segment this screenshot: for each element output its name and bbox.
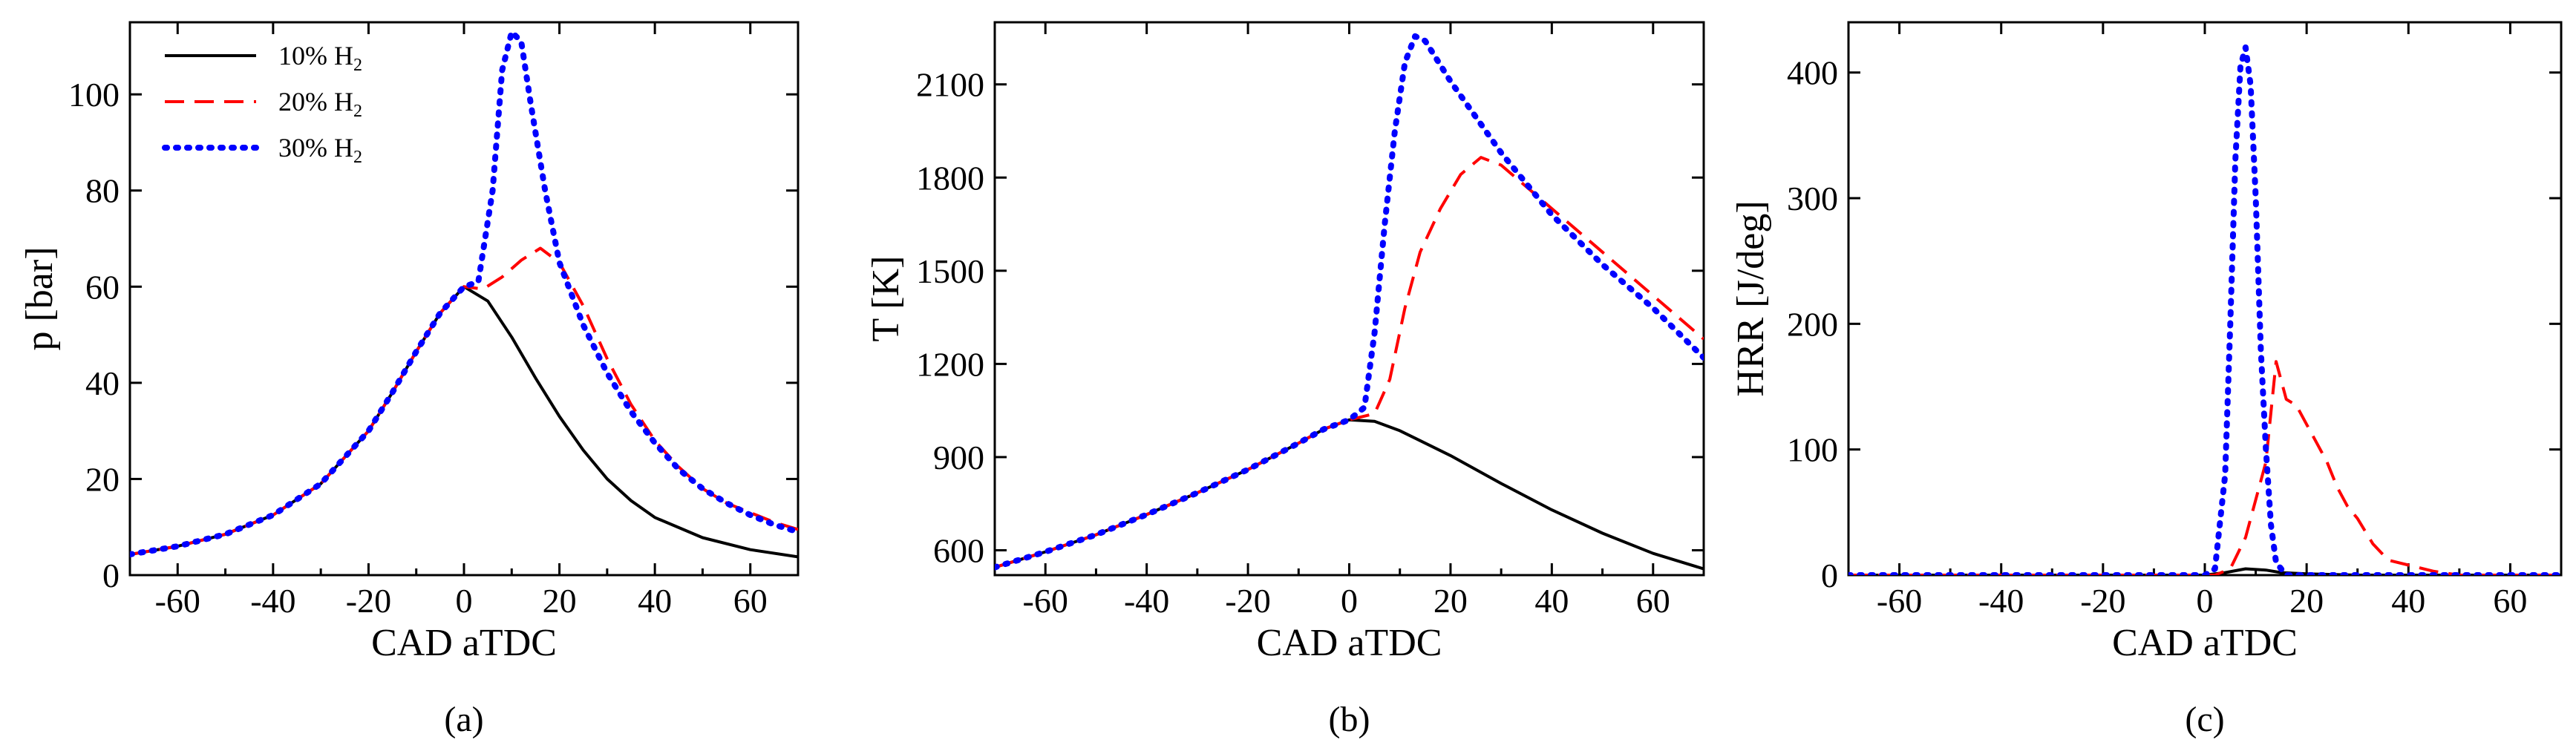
y-tick-label: 0	[1821, 557, 1838, 594]
plot-frame	[1847, 21, 2563, 577]
x-tick-label: -60	[1877, 582, 1922, 620]
chart-panel-3: -60 -40 -20 0 20 40 60 0 100 200 300 400 CAD aTDC HRR…	[1730, 21, 2563, 739]
legend: 10% H2 20% H2 30% H2	[162, 41, 362, 167]
y-axis-title: HRR [J/deg]	[1730, 200, 1772, 396]
panel-label: (a)	[444, 700, 483, 739]
legend-label: 30% H2	[278, 133, 362, 167]
x-tick-label: 0	[1341, 582, 1358, 620]
y-tick-label: 80	[85, 172, 120, 210]
chart-panel-2: -60 -40 -20 0 20 40 60 600 900 1200 1500 1800 2100 CA…	[865, 21, 1705, 739]
x-tick-label: 0	[2197, 582, 2214, 620]
x-axis-title: CAD aTDC	[371, 622, 557, 664]
panel-label: (b)	[1329, 700, 1370, 739]
x-tick-label: 60	[733, 582, 768, 620]
legend-label: 10% H2	[278, 41, 362, 75]
x-tick-label: -40	[250, 582, 295, 620]
x-tick-label: -40	[1124, 582, 1169, 620]
y-tick-label: 40	[85, 364, 120, 402]
y-tick-label: 20	[85, 460, 120, 498]
y-tick-label: 1800	[916, 159, 984, 197]
y-tick-label: 100	[68, 76, 120, 114]
y-tick-label: 600	[933, 532, 984, 570]
plot-frame	[993, 21, 1705, 577]
y-tick-label: 2100	[916, 66, 984, 104]
x-axis-title: CAD aTDC	[2112, 622, 2298, 664]
x-tick-label: 40	[1534, 582, 1569, 620]
series-line-dotted	[130, 29, 798, 558]
y-tick-label: 60	[85, 268, 120, 306]
plot-frame	[128, 21, 800, 577]
x-tick-label: -60	[155, 582, 200, 620]
x-tick-label: 60	[2493, 582, 2527, 620]
x-tick-label: 40	[638, 582, 672, 620]
series-group	[1848, 44, 2561, 575]
series-line-solid	[130, 285, 798, 559]
x-tick-label: -20	[1225, 582, 1270, 620]
panel-label: (c)	[2185, 700, 2224, 739]
x-tick-label: -20	[2080, 582, 2125, 620]
series-line-dashed	[130, 246, 798, 557]
x-tick-label: 60	[1636, 582, 1670, 620]
x-axis-title: CAD aTDC	[1257, 622, 1442, 664]
y-tick-label: 900	[933, 439, 984, 476]
x-tick-label: 0	[456, 582, 473, 620]
y-tick-label: 300	[1787, 180, 1838, 217]
series-line-dashed	[1848, 360, 2561, 575]
series-group	[995, 33, 1704, 571]
y-axis-title: T [K]	[865, 255, 907, 341]
y-tick-label: 100	[1787, 431, 1838, 469]
y-tick-label: 1200	[916, 345, 984, 383]
y-axis-title: p [bar]	[19, 246, 61, 350]
x-tick-label: 20	[543, 582, 577, 620]
y-tick-label: 1500	[916, 252, 984, 290]
series-line-dotted	[995, 33, 1704, 571]
series-line-dotted	[1848, 44, 2561, 575]
x-tick-label: 20	[2289, 582, 2324, 620]
y-tick-label: 400	[1787, 54, 1838, 92]
x-tick-label: 40	[2391, 582, 2425, 620]
x-tick-label: -20	[346, 582, 391, 620]
series-line-solid	[995, 418, 1704, 571]
series-line-dashed	[995, 156, 1704, 569]
chart-panel-1: -60 -40 -20 0 20 40 60 0 20 40 60 80 100 CAD aTDC p [b…	[19, 21, 800, 739]
x-tick-label: -60	[1023, 582, 1068, 620]
y-tick-label: 0	[102, 557, 120, 594]
series-group	[130, 29, 798, 559]
x-tick-label: -40	[1978, 582, 2024, 620]
y-tick-label: 200	[1787, 305, 1838, 343]
x-tick-label: 20	[1434, 582, 1468, 620]
legend-label: 20% H2	[278, 87, 362, 121]
